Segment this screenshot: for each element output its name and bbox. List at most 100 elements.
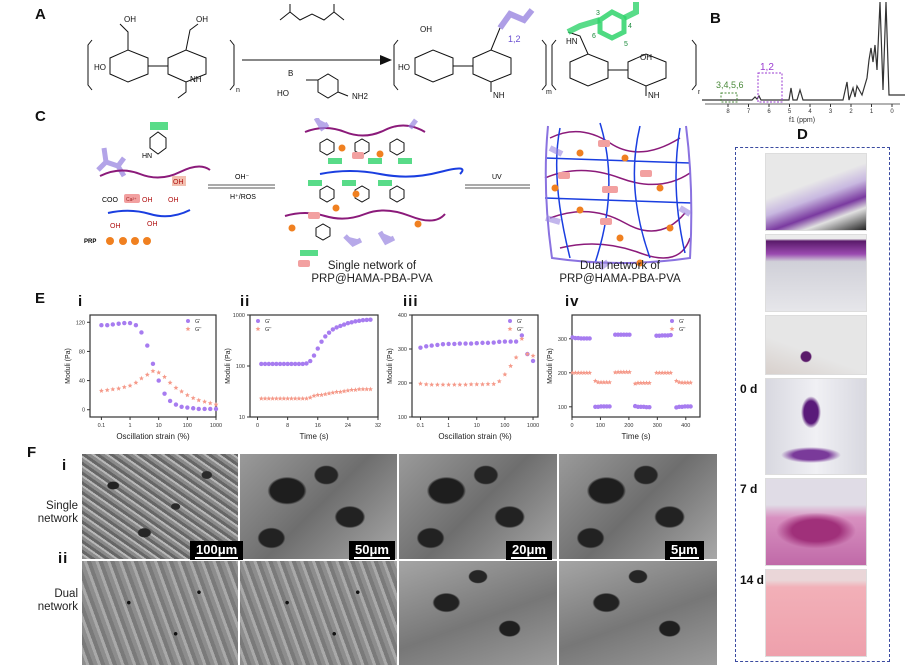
c-uv-trigger: UV (492, 174, 502, 181)
scale-bar-20um: 20μm (506, 541, 552, 560)
data-point-g-double-prime (127, 383, 133, 388)
scale-bar-label: 20μm (511, 542, 547, 559)
x-tick-label: 10 (474, 423, 480, 429)
data-point-g-double-prime (688, 380, 694, 385)
scale-bar-50um: 50μm (349, 541, 395, 560)
data-point-g-prime (308, 358, 313, 364)
chart-sublabel-ii: ii (240, 293, 251, 310)
a-oh: OH (420, 25, 432, 34)
data-point-g-prime (289, 361, 294, 367)
sem-row-name-single: Single network (28, 500, 78, 526)
data-point-g-double-prime (638, 380, 644, 386)
data-point-g-prime (446, 341, 451, 347)
data-point-g-double-prime (262, 395, 268, 401)
data-point-g-prime (468, 341, 474, 346)
data-point-g-prime (429, 343, 434, 348)
sem-dual-100um (81, 560, 239, 666)
photo-vial-tilted (765, 153, 867, 231)
y-tick-label: 100 (236, 364, 245, 370)
data-point-g-double-prime (104, 387, 110, 393)
data-point-g-prime (262, 361, 268, 367)
a-nh: NH (190, 75, 202, 84)
data-point-g-prime (105, 323, 110, 328)
data-point-g-prime (668, 332, 673, 338)
a-nh: NH (493, 91, 505, 100)
data-point-g-prime (110, 322, 116, 327)
data-point-g-double-prime (184, 392, 190, 398)
data-point-g-double-prime (258, 395, 264, 401)
data-point-g-prime (480, 340, 485, 346)
y-tick-label: 200 (558, 371, 567, 377)
y-axis-label: Moduli (Pa) (387, 348, 394, 384)
data-point-g-double-prime (337, 389, 343, 395)
data-point-g-double-prime (584, 370, 590, 375)
data-point-g-double-prime (587, 370, 593, 375)
data-point-g-double-prime (138, 375, 144, 381)
x-tick-label: 24 (345, 423, 351, 429)
data-point-g-double-prime (575, 370, 581, 375)
data-point-g-double-prime (173, 385, 179, 390)
a-ho: HO (277, 89, 289, 98)
data-point-g-prime (127, 320, 133, 326)
photo-injection (765, 315, 867, 375)
c-oh: OH (110, 223, 121, 230)
row-name-line: network (37, 513, 78, 525)
data-point-g-prime (519, 333, 525, 338)
legend-marker (669, 326, 675, 332)
x-axis-label: Oscillation strain (%) (438, 432, 512, 441)
data-point-g-double-prime (457, 382, 463, 387)
data-point-g-prime (463, 341, 468, 346)
legend-label: G'' (195, 327, 201, 333)
data-point-g-prime (326, 330, 332, 335)
y-tick-label: 400 (398, 313, 407, 319)
data-point-g-prime (418, 345, 423, 350)
data-point-g-double-prime (485, 381, 491, 387)
y-tick-label: 100 (558, 405, 567, 411)
data-point-g-double-prime (360, 386, 366, 392)
scale-bar-label: 50μm (354, 542, 390, 559)
data-point-g-double-prime (468, 381, 474, 387)
data-point-g-prime (156, 378, 161, 383)
data-point-g-double-prime (598, 379, 604, 385)
c-prp-label: PRP (84, 239, 96, 245)
panel-label-a: A (35, 6, 46, 23)
data-point-g-double-prime (612, 369, 618, 375)
a-position-6: 6 (592, 33, 596, 40)
nmr-xlabel: f1 (ppm) (789, 117, 815, 124)
data-point-g-double-prime (618, 369, 624, 375)
hama-pba-chain (96, 122, 211, 179)
c-oh: OH (147, 221, 158, 228)
x-tick-label: 200 (624, 423, 633, 429)
data-point-g-prime (607, 404, 612, 409)
data-point-g-double-prime (266, 395, 272, 401)
data-point-g-double-prime (150, 368, 156, 374)
data-point-g-prime (502, 339, 508, 344)
a-nh: NH (648, 91, 660, 100)
photo-day0 (765, 378, 867, 475)
x-tick-label: 1000 (527, 423, 539, 429)
data-point-g-prime (508, 339, 513, 344)
panel-label-d: D (797, 126, 808, 143)
data-point-g-prime (162, 391, 167, 396)
data-point-g-prime (587, 336, 592, 341)
data-point-g-prime (300, 361, 305, 367)
data-point-g-prime (270, 361, 275, 367)
c-oh: OH (168, 197, 179, 204)
data-point-g-prime (530, 358, 536, 364)
data-point-g-prime (213, 406, 219, 412)
data-point-g-double-prime (349, 387, 355, 392)
data-point-g-prime (474, 341, 479, 346)
data-point-g-double-prime (345, 387, 351, 393)
x-tick-label: 0 (570, 423, 573, 429)
nmr-spectrum: 3,4,5,6 1,2 8 7 6 5 4 3 2 1 0 f1 (ppm) (702, 1, 905, 124)
data-point-g-double-prime (364, 386, 370, 392)
panel-d-frame (735, 147, 890, 662)
data-point-g-prime (513, 339, 519, 344)
data-point-g-prime (647, 404, 652, 410)
chart-ii: 0 8 16 24 32 10 100 1000 Time (s) Moduli (Pa) G' G'… (225, 313, 381, 441)
data-point-g-prime (627, 332, 632, 337)
data-point-g-double-prime (296, 395, 302, 401)
a-boron: B (288, 69, 293, 78)
photo-day7 (765, 478, 867, 566)
data-point-g-prime (364, 317, 369, 323)
